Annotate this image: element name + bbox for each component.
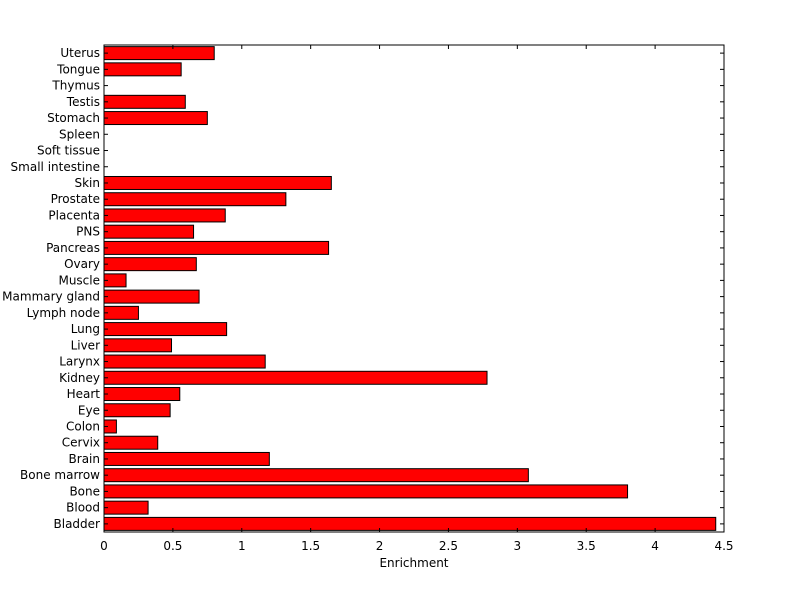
bar-uterus bbox=[103, 46, 215, 61]
y-tick-label-heart: Heart bbox=[67, 387, 101, 401]
y-tick-label-brain: Brain bbox=[69, 452, 100, 466]
x-axis-ticks: 0 0.5 1 1.5 2 2.5 3 3.5 4 4.5 bbox=[100, 45, 734, 553]
bar-bone-marrow bbox=[103, 468, 529, 483]
bar-cervix bbox=[103, 435, 159, 450]
y-tick-label-muscle: Muscle bbox=[58, 273, 100, 287]
bar-tongue bbox=[103, 62, 182, 77]
bar-eye bbox=[103, 403, 171, 418]
x-tick-label: 1 bbox=[238, 539, 246, 553]
x-axis-label: Enrichment bbox=[379, 556, 448, 570]
y-tick-label-bone: Bone bbox=[69, 484, 100, 498]
y-tick-label-cervix: Cervix bbox=[62, 436, 100, 450]
bar-bladder bbox=[103, 516, 717, 531]
y-tick-label-kidney: Kidney bbox=[59, 371, 100, 385]
y-tick-label-testis: Testis bbox=[66, 95, 100, 109]
bar-kidney bbox=[103, 370, 488, 385]
x-tick-label: 2.5 bbox=[439, 539, 458, 553]
bar-pancreas bbox=[103, 240, 330, 255]
bar-mammary-gland bbox=[103, 289, 200, 304]
y-tick-label-uterus: Uterus bbox=[60, 46, 100, 60]
bar-pns bbox=[103, 224, 195, 239]
bar-prostate bbox=[103, 192, 287, 207]
y-tick-label-thymus: Thymus bbox=[51, 79, 100, 93]
y-tick-label-eye: Eye bbox=[78, 403, 100, 417]
y-tick-label-blood: Blood bbox=[66, 501, 100, 515]
plot-frame bbox=[103, 44, 725, 533]
bar-skin bbox=[103, 175, 332, 190]
bar-lung bbox=[103, 322, 228, 337]
bar-liver bbox=[103, 338, 173, 353]
bar-bone bbox=[103, 484, 629, 499]
y-tick-label-pancreas: Pancreas bbox=[46, 241, 100, 255]
x-tick-label: 0.5 bbox=[163, 539, 182, 553]
y-tick-label-liver: Liver bbox=[71, 338, 101, 352]
y-tick-label-prostate: Prostate bbox=[51, 192, 100, 206]
bar-heart bbox=[103, 387, 181, 402]
x-tick-label: 0 bbox=[100, 539, 108, 553]
x-tick-label: 1.5 bbox=[301, 539, 320, 553]
y-tick-label-colon: Colon bbox=[66, 419, 100, 433]
y-tick-label-stomach: Stomach bbox=[47, 111, 100, 125]
y-tick-label-lung: Lung bbox=[71, 322, 100, 336]
y-tick-label-placenta: Placenta bbox=[48, 208, 100, 222]
x-tick-label: 4 bbox=[651, 539, 659, 553]
y-tick-label-mammary-gland: Mammary gland bbox=[2, 290, 100, 304]
bar-blood bbox=[103, 500, 149, 515]
y-tick-label-small-intestine: Small intestine bbox=[11, 160, 100, 174]
y-axis-ticks: Bladder Blood Bone Bone marrow Brain Cervix Co… bbox=[2, 46, 724, 531]
bar-lymph-node bbox=[103, 305, 139, 320]
x-tick-label: 3.5 bbox=[577, 539, 596, 553]
y-tick-label-lymph-node: Lymph node bbox=[27, 306, 100, 320]
y-tick-label-pns: PNS bbox=[76, 225, 100, 239]
bar-stomach bbox=[103, 111, 208, 126]
x-tick-label: 2 bbox=[376, 539, 384, 553]
bar-testis bbox=[103, 94, 186, 109]
bars-group bbox=[103, 46, 717, 531]
bar-brain bbox=[103, 451, 270, 466]
y-tick-label-tongue: Tongue bbox=[56, 62, 100, 76]
x-tick-label: 4.5 bbox=[714, 539, 733, 553]
y-tick-label-bladder: Bladder bbox=[54, 517, 101, 531]
bar-larynx bbox=[103, 354, 266, 369]
y-tick-label-spleen: Spleen bbox=[59, 127, 100, 141]
y-tick-label-ovary: Ovary bbox=[64, 257, 100, 271]
bar-placenta bbox=[103, 208, 226, 223]
y-tick-label-skin: Skin bbox=[74, 176, 100, 190]
bar-ovary bbox=[103, 257, 197, 272]
x-tick-label: 3 bbox=[514, 539, 522, 553]
y-tick-label-larynx: Larynx bbox=[59, 355, 100, 369]
y-tick-label-bone-marrow: Bone marrow bbox=[20, 468, 100, 482]
y-tick-label-soft-tissue: Soft tissue bbox=[37, 144, 100, 158]
